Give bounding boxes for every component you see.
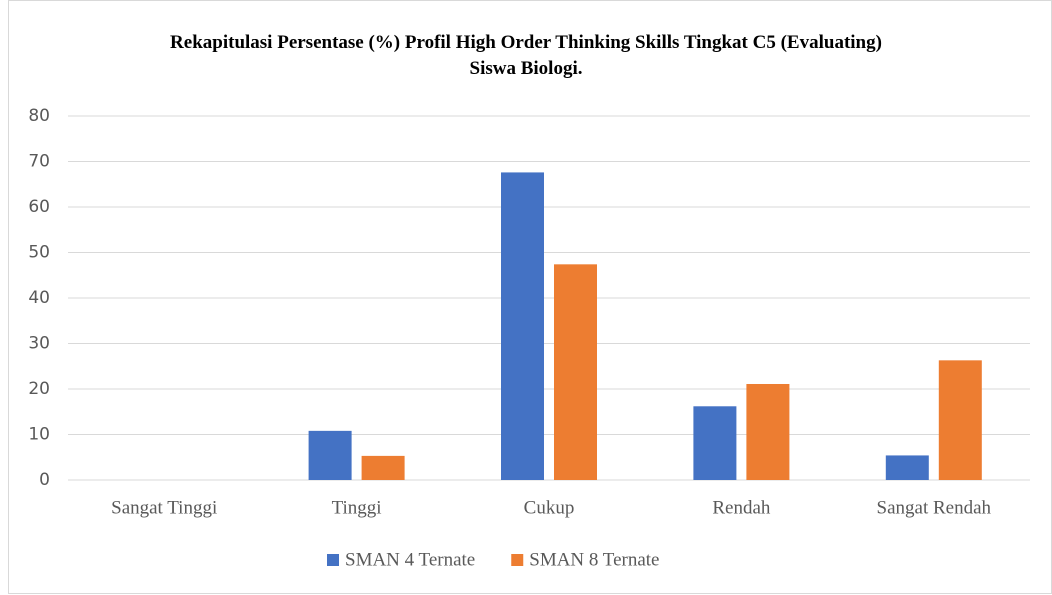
legend-label: SMAN 8 Ternate [529, 549, 659, 570]
legend-label: SMAN 4 Ternate [345, 549, 475, 570]
y-tick-label: 70 [28, 152, 50, 172]
x-tick-label: Rendah [712, 497, 771, 518]
y-tick-label: 80 [28, 106, 50, 126]
x-tick-label: Tinggi [332, 497, 382, 518]
chart-title: Rekapitulasi Persentase (%) Profil High … [170, 32, 882, 79]
y-tick-label: 50 [28, 243, 50, 263]
legend-swatch [327, 554, 339, 566]
x-tick-label: Sangat Rendah [877, 497, 992, 518]
y-tick-label: 0 [39, 470, 50, 490]
y-tick-label: 10 [28, 425, 50, 445]
bar [693, 406, 737, 480]
bar [885, 455, 929, 480]
bar [554, 264, 597, 480]
bar [501, 172, 544, 481]
x-tick-label: Cukup [524, 497, 575, 518]
bar [308, 430, 352, 480]
legend-swatch [511, 554, 524, 566]
y-tick-label: 40 [28, 288, 50, 308]
bar [746, 383, 790, 480]
y-tick-label: 30 [28, 334, 50, 354]
x-tick-label: Sangat Tinggi [111, 497, 217, 518]
bar [361, 455, 405, 480]
y-tick-label: 20 [28, 379, 50, 399]
bar [938, 360, 982, 480]
y-tick-label: 60 [28, 197, 50, 217]
